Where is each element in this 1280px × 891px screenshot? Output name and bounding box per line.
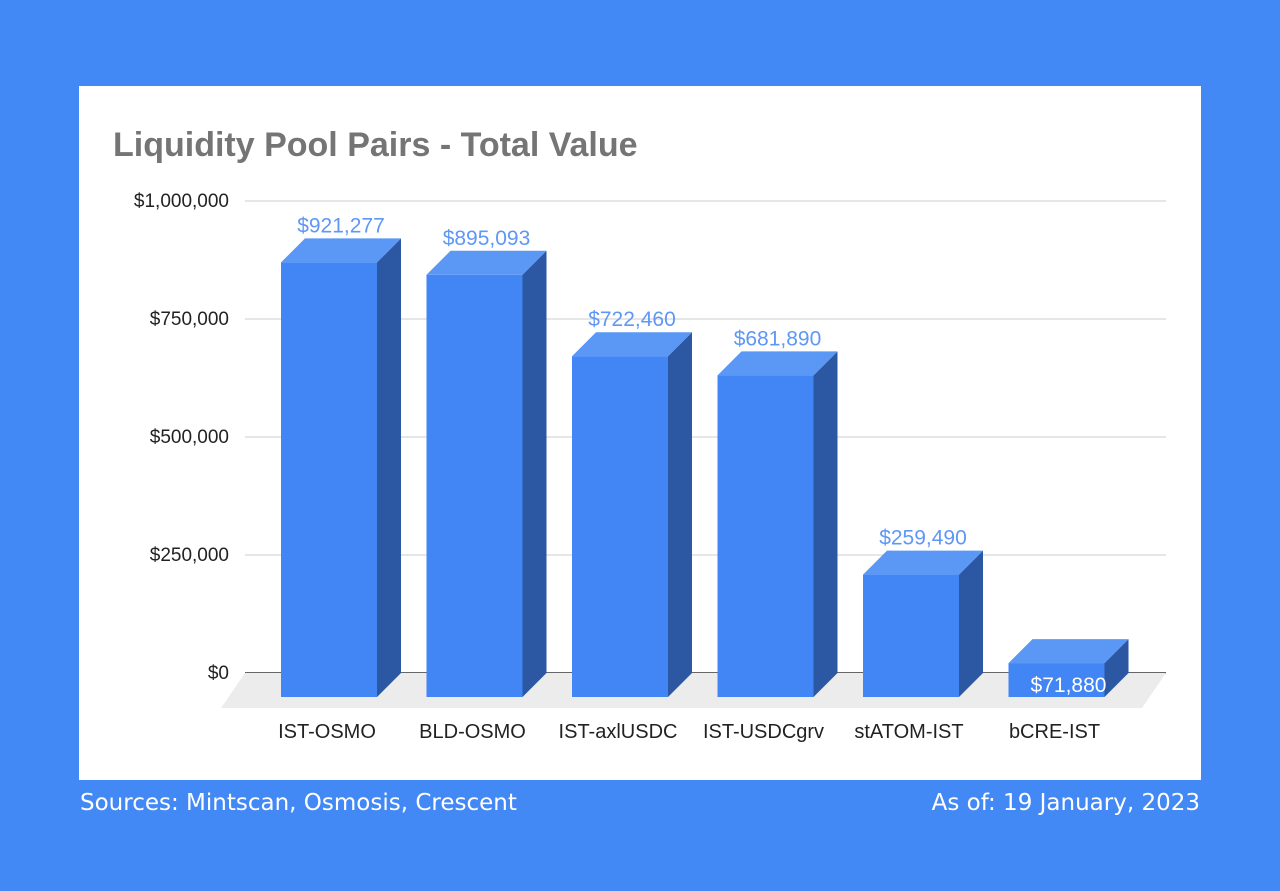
bar-ist-axlusdc (572, 332, 692, 697)
x-tick-label: bCRE-IST (1009, 721, 1100, 743)
y-tick-label: $1,000,000 (134, 191, 229, 212)
bar-top (426, 250, 547, 275)
x-tick-label: IST-axlUSDC (559, 721, 678, 743)
footer-as-of-date: As of: 19 January, 2023 (931, 790, 1200, 816)
x-tick-label: IST-USDCgrv (703, 721, 824, 743)
bar-front (572, 356, 668, 697)
bar-front (717, 375, 814, 697)
bar-side (813, 351, 838, 697)
bar-front (863, 574, 959, 697)
bar-side (1104, 639, 1129, 697)
bar-top (863, 550, 983, 575)
bar-bld-osmo (426, 250, 547, 697)
bar-side (668, 332, 692, 697)
data-label: $895,093 (443, 227, 531, 250)
bar-front (281, 262, 377, 697)
y-tick-label: $250,000 (150, 545, 229, 566)
chart-title: Liquidity Pool Pairs - Total Value (113, 126, 638, 164)
data-label: $722,460 (588, 308, 676, 331)
data-label: $921,277 (297, 214, 385, 237)
bar-ist-osmo (281, 238, 401, 697)
data-label: $259,490 (879, 527, 967, 550)
y-tick-label: $0 (208, 663, 229, 684)
bar-front (426, 274, 523, 697)
x-tick-label: stATOM-IST (854, 721, 963, 743)
bar-side (959, 550, 983, 697)
bar-top (1008, 639, 1129, 664)
data-label: $681,890 (734, 327, 822, 350)
y-tick-label: $750,000 (150, 309, 229, 330)
y-tick-label: $500,000 (150, 427, 229, 448)
bar-top (281, 238, 401, 263)
bar-side (522, 250, 547, 697)
bar-statom-ist (863, 550, 983, 697)
bar-front (1008, 663, 1105, 697)
bar-bcre-ist (1008, 639, 1129, 697)
bar-ist-usdcgrv (717, 351, 838, 697)
footer-sources: Sources: Mintscan, Osmosis, Crescent (80, 790, 517, 816)
data-label: $71,880 (1031, 674, 1107, 697)
bar-top (717, 351, 838, 376)
bar-side (377, 238, 401, 697)
x-tick-label: BLD-OSMO (419, 721, 526, 743)
bar-top (572, 332, 692, 357)
x-tick-label: IST-OSMO (278, 721, 376, 743)
